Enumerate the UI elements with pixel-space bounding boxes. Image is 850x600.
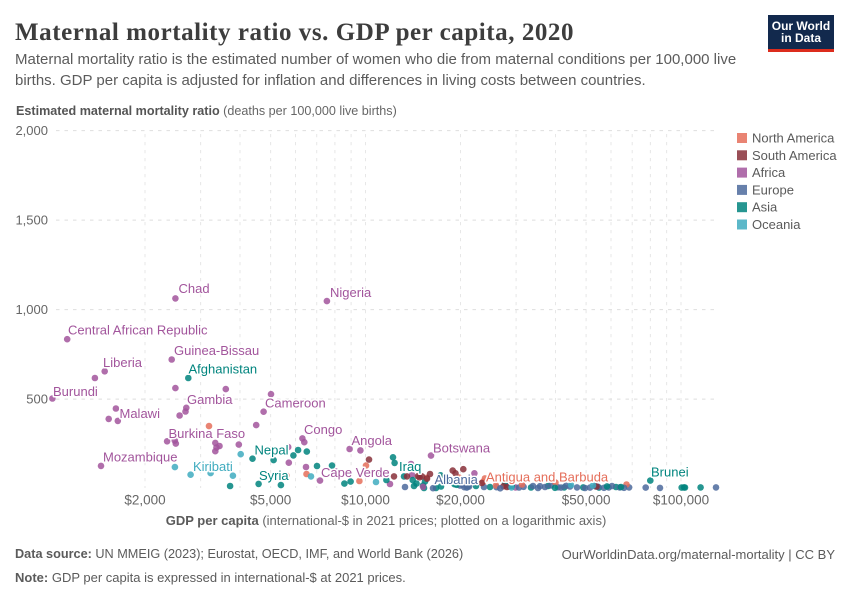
svg-text:$50,000: $50,000 bbox=[562, 493, 611, 508]
svg-text:$5,000: $5,000 bbox=[250, 493, 291, 508]
svg-text:North America: North America bbox=[752, 131, 835, 146]
svg-text:Antigua and Barbuda: Antigua and Barbuda bbox=[486, 470, 609, 485]
svg-text:Gambia: Gambia bbox=[187, 392, 233, 407]
svg-text:Chad: Chad bbox=[179, 281, 210, 296]
svg-text:South America: South America bbox=[752, 148, 837, 163]
svg-text:1,000: 1,000 bbox=[15, 302, 48, 317]
svg-text:$100,000: $100,000 bbox=[653, 493, 709, 508]
svg-text:Malawi: Malawi bbox=[120, 406, 161, 421]
svg-text:Asia: Asia bbox=[752, 200, 778, 215]
svg-text:Central African Republic: Central African Republic bbox=[68, 323, 208, 338]
svg-text:Burundi: Burundi bbox=[53, 384, 98, 399]
svg-text:$2,000: $2,000 bbox=[124, 493, 165, 508]
svg-text:Nepal: Nepal bbox=[255, 443, 289, 458]
svg-text:Nigeria: Nigeria bbox=[330, 285, 372, 300]
svg-text:$10,000: $10,000 bbox=[341, 493, 390, 508]
svg-text:Cape Verde: Cape Verde bbox=[321, 465, 390, 480]
svg-text:Africa: Africa bbox=[752, 165, 786, 180]
svg-text:Europe: Europe bbox=[752, 182, 794, 197]
svg-text:500: 500 bbox=[26, 392, 48, 407]
svg-text:Syria: Syria bbox=[259, 468, 289, 483]
svg-text:1,500: 1,500 bbox=[15, 213, 48, 228]
svg-text:Congo: Congo bbox=[304, 422, 342, 437]
svg-text:Guinea-Bissau: Guinea-Bissau bbox=[174, 343, 259, 358]
svg-text:Burkina Faso: Burkina Faso bbox=[169, 426, 246, 441]
svg-text:Botswana: Botswana bbox=[433, 441, 491, 456]
svg-text:Kiribati: Kiribati bbox=[193, 459, 233, 474]
svg-text:Brunei: Brunei bbox=[651, 465, 689, 480]
svg-text:2,000: 2,000 bbox=[15, 123, 48, 138]
svg-text:Cameroon: Cameroon bbox=[265, 396, 326, 411]
svg-text:Albania: Albania bbox=[435, 472, 479, 487]
svg-text:Mozambique: Mozambique bbox=[103, 450, 177, 465]
svg-text:$20,000: $20,000 bbox=[436, 493, 485, 508]
svg-text:Angola: Angola bbox=[352, 433, 393, 448]
svg-text:Iraq: Iraq bbox=[399, 459, 421, 474]
svg-text:Afghanistan: Afghanistan bbox=[189, 362, 258, 377]
svg-text:Oceania: Oceania bbox=[752, 217, 801, 232]
svg-text:Liberia: Liberia bbox=[103, 355, 143, 370]
